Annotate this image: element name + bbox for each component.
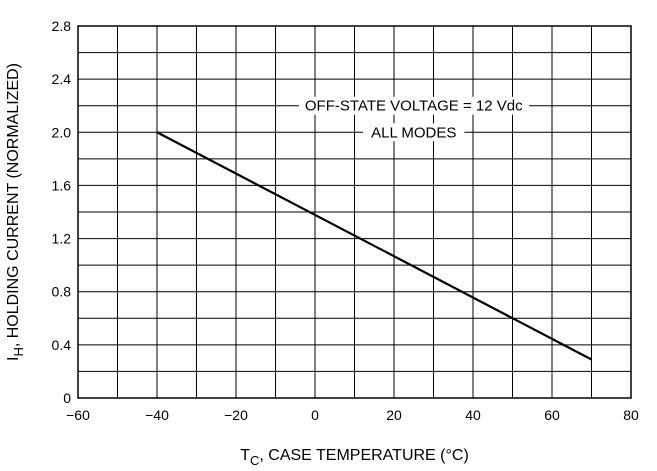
y-axis-title-rest: , HOLDING CURRENT (NORMALIZED) bbox=[5, 63, 22, 347]
x-tick-label: 80 bbox=[623, 407, 639, 423]
y-tick-label: 1.6 bbox=[52, 177, 72, 193]
x-axis-title-main: T bbox=[240, 447, 250, 464]
grid bbox=[78, 26, 631, 398]
x-tick-label: −60 bbox=[66, 407, 90, 423]
x-axis-title: TC, CASE TEMPERATURE (°C) bbox=[240, 447, 469, 468]
y-tick-label: 2.8 bbox=[52, 18, 72, 34]
annotation-layer: OFF-STATE VOLTAGE = 12 Vdc ALL MODES bbox=[298, 96, 530, 142]
y-tick-label: 2.0 bbox=[52, 124, 72, 140]
x-tick-label: 40 bbox=[465, 407, 481, 423]
y-axis-title-sub: H bbox=[11, 347, 26, 356]
annotation-background bbox=[298, 96, 530, 115]
x-tick-label: 20 bbox=[386, 407, 402, 423]
y-tick-labels: 0 0.4 0.8 1.2 1.6 2.0 2.4 2.8 bbox=[52, 18, 72, 406]
annotation-background bbox=[363, 123, 465, 142]
data-layer bbox=[156, 131, 593, 361]
y-tick-label: 0.8 bbox=[52, 284, 72, 300]
y-tick-label: 2.4 bbox=[52, 71, 72, 87]
holding-current-line bbox=[156, 131, 593, 361]
y-tick-label: 0 bbox=[63, 390, 71, 406]
x-tick-label: 0 bbox=[311, 407, 319, 423]
annotation-off-state-voltage: OFF-STATE VOLTAGE = 12 Vdc bbox=[305, 98, 523, 115]
y-tick-label: 0.4 bbox=[52, 337, 72, 353]
x-tick-label: 60 bbox=[544, 407, 560, 423]
annotation-all-modes: ALL MODES bbox=[371, 124, 456, 141]
x-axis-title-rest: , CASE TEMPERATURE (°C) bbox=[259, 447, 468, 464]
y-axis-title: IH, HOLDING CURRENT (NORMALIZED) bbox=[5, 63, 26, 361]
y-tick-label: 1.2 bbox=[52, 231, 72, 247]
x-tick-label: −40 bbox=[145, 407, 169, 423]
x-axis-title-sub: C bbox=[250, 453, 259, 468]
y-axis-title-main: I bbox=[5, 357, 22, 361]
x-tick-label: −20 bbox=[224, 407, 248, 423]
x-tick-labels: −60 −40 −20 0 20 40 60 80 bbox=[66, 407, 639, 423]
plot-frame bbox=[77, 25, 632, 399]
